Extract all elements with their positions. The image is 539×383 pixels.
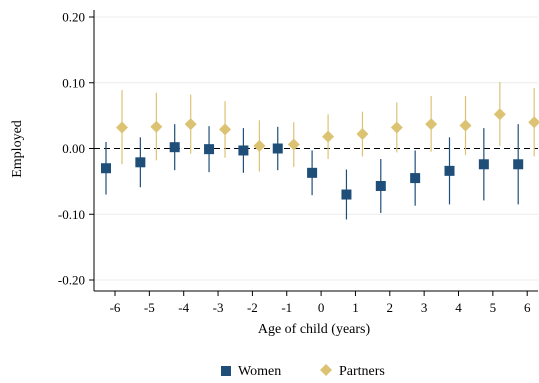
partners-marker — [219, 123, 232, 136]
legend-partners-label: Partners — [339, 364, 385, 379]
gridlines — [94, 16, 538, 281]
partners-marker — [116, 121, 128, 134]
women-marker — [169, 142, 180, 153]
x-tick-label: -2 — [247, 300, 258, 315]
x-tick-label: 6 — [524, 300, 531, 315]
women-marker — [341, 189, 352, 200]
women-marker — [513, 159, 524, 170]
x-tick-label: -6 — [110, 300, 121, 315]
partners-marker — [493, 108, 506, 121]
partners-marker — [425, 118, 438, 131]
partners-marker — [150, 120, 163, 133]
partners-marker — [390, 121, 403, 134]
women-marker — [375, 180, 386, 191]
x-axis-ticks: -6 -5 -4 -3 -2 -1 0 1 2 3 4 5 6 — [110, 291, 531, 315]
y-axis-ticks: 0.20 0.10 0.00 -0.10 -0.20 — [58, 10, 94, 288]
women-marker — [204, 144, 215, 155]
x-tick-label: 4 — [455, 300, 462, 315]
partners-marker — [287, 138, 300, 151]
women-marker — [444, 165, 455, 176]
point-estimates — [101, 108, 539, 200]
legend-women-label: Women — [238, 364, 281, 379]
legend-women-swatch — [221, 366, 231, 376]
women-marker — [101, 163, 111, 174]
women-marker — [478, 159, 489, 170]
y-tick-label: 0.10 — [62, 75, 85, 90]
y-axis-title: Employed — [10, 120, 25, 178]
y-tick-label: -0.10 — [58, 207, 85, 222]
partners-marker — [459, 119, 472, 132]
legend-partners-swatch — [320, 364, 332, 376]
legend: Women Partners — [221, 364, 385, 379]
x-tick-label: 3 — [421, 300, 428, 315]
x-tick-label: -3 — [213, 300, 224, 315]
x-tick-label: 1 — [352, 300, 359, 315]
x-axis-title: Age of child (years) — [258, 322, 371, 337]
x-tick-label: -4 — [178, 300, 189, 315]
y-tick-label: 0.20 — [62, 10, 85, 25]
partners-marker — [184, 118, 197, 131]
women-marker — [238, 145, 249, 156]
x-tick-label: -5 — [144, 300, 155, 315]
x-tick-label: 5 — [490, 300, 497, 315]
partners-marker — [253, 139, 266, 152]
women-marker — [307, 167, 318, 178]
x-tick-label: -1 — [281, 300, 292, 315]
partners-marker — [322, 130, 335, 143]
women-marker — [135, 157, 146, 168]
y-tick-label: 0.00 — [62, 141, 85, 156]
y-tick-label: -0.20 — [58, 273, 85, 288]
partners-marker — [528, 116, 539, 129]
women-marker — [410, 173, 421, 184]
x-tick-label: 0 — [318, 300, 325, 315]
women-marker — [272, 143, 283, 154]
partners-marker — [356, 128, 369, 141]
x-tick-label: 2 — [387, 300, 394, 315]
